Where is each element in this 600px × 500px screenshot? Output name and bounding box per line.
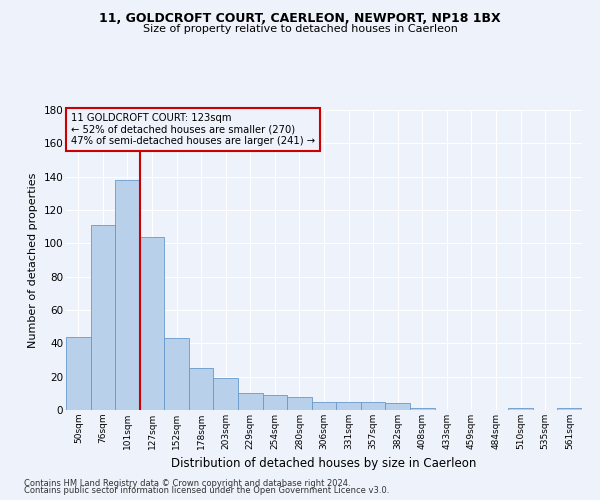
Bar — [189, 368, 214, 410]
Text: Contains HM Land Registry data © Crown copyright and database right 2024.: Contains HM Land Registry data © Crown c… — [24, 478, 350, 488]
Text: Contains public sector information licensed under the Open Government Licence v3: Contains public sector information licen… — [24, 486, 389, 495]
Bar — [91, 225, 115, 410]
Bar — [385, 404, 410, 410]
Bar — [557, 408, 582, 410]
Y-axis label: Number of detached properties: Number of detached properties — [28, 172, 38, 348]
Text: Size of property relative to detached houses in Caerleon: Size of property relative to detached ho… — [143, 24, 457, 34]
Bar — [164, 338, 189, 410]
Text: 11 GOLDCROFT COURT: 123sqm
← 52% of detached houses are smaller (270)
47% of sem: 11 GOLDCROFT COURT: 123sqm ← 52% of deta… — [71, 113, 315, 146]
X-axis label: Distribution of detached houses by size in Caerleon: Distribution of detached houses by size … — [172, 458, 476, 470]
Bar — [312, 402, 336, 410]
Bar — [508, 408, 533, 410]
Text: 11, GOLDCROFT COURT, CAERLEON, NEWPORT, NP18 1BX: 11, GOLDCROFT COURT, CAERLEON, NEWPORT, … — [99, 12, 501, 26]
Bar — [287, 396, 312, 410]
Bar — [238, 394, 263, 410]
Bar — [336, 402, 361, 410]
Bar — [410, 408, 434, 410]
Bar — [361, 402, 385, 410]
Bar — [140, 236, 164, 410]
Bar — [263, 395, 287, 410]
Bar — [66, 336, 91, 410]
Bar — [214, 378, 238, 410]
Bar — [115, 180, 140, 410]
